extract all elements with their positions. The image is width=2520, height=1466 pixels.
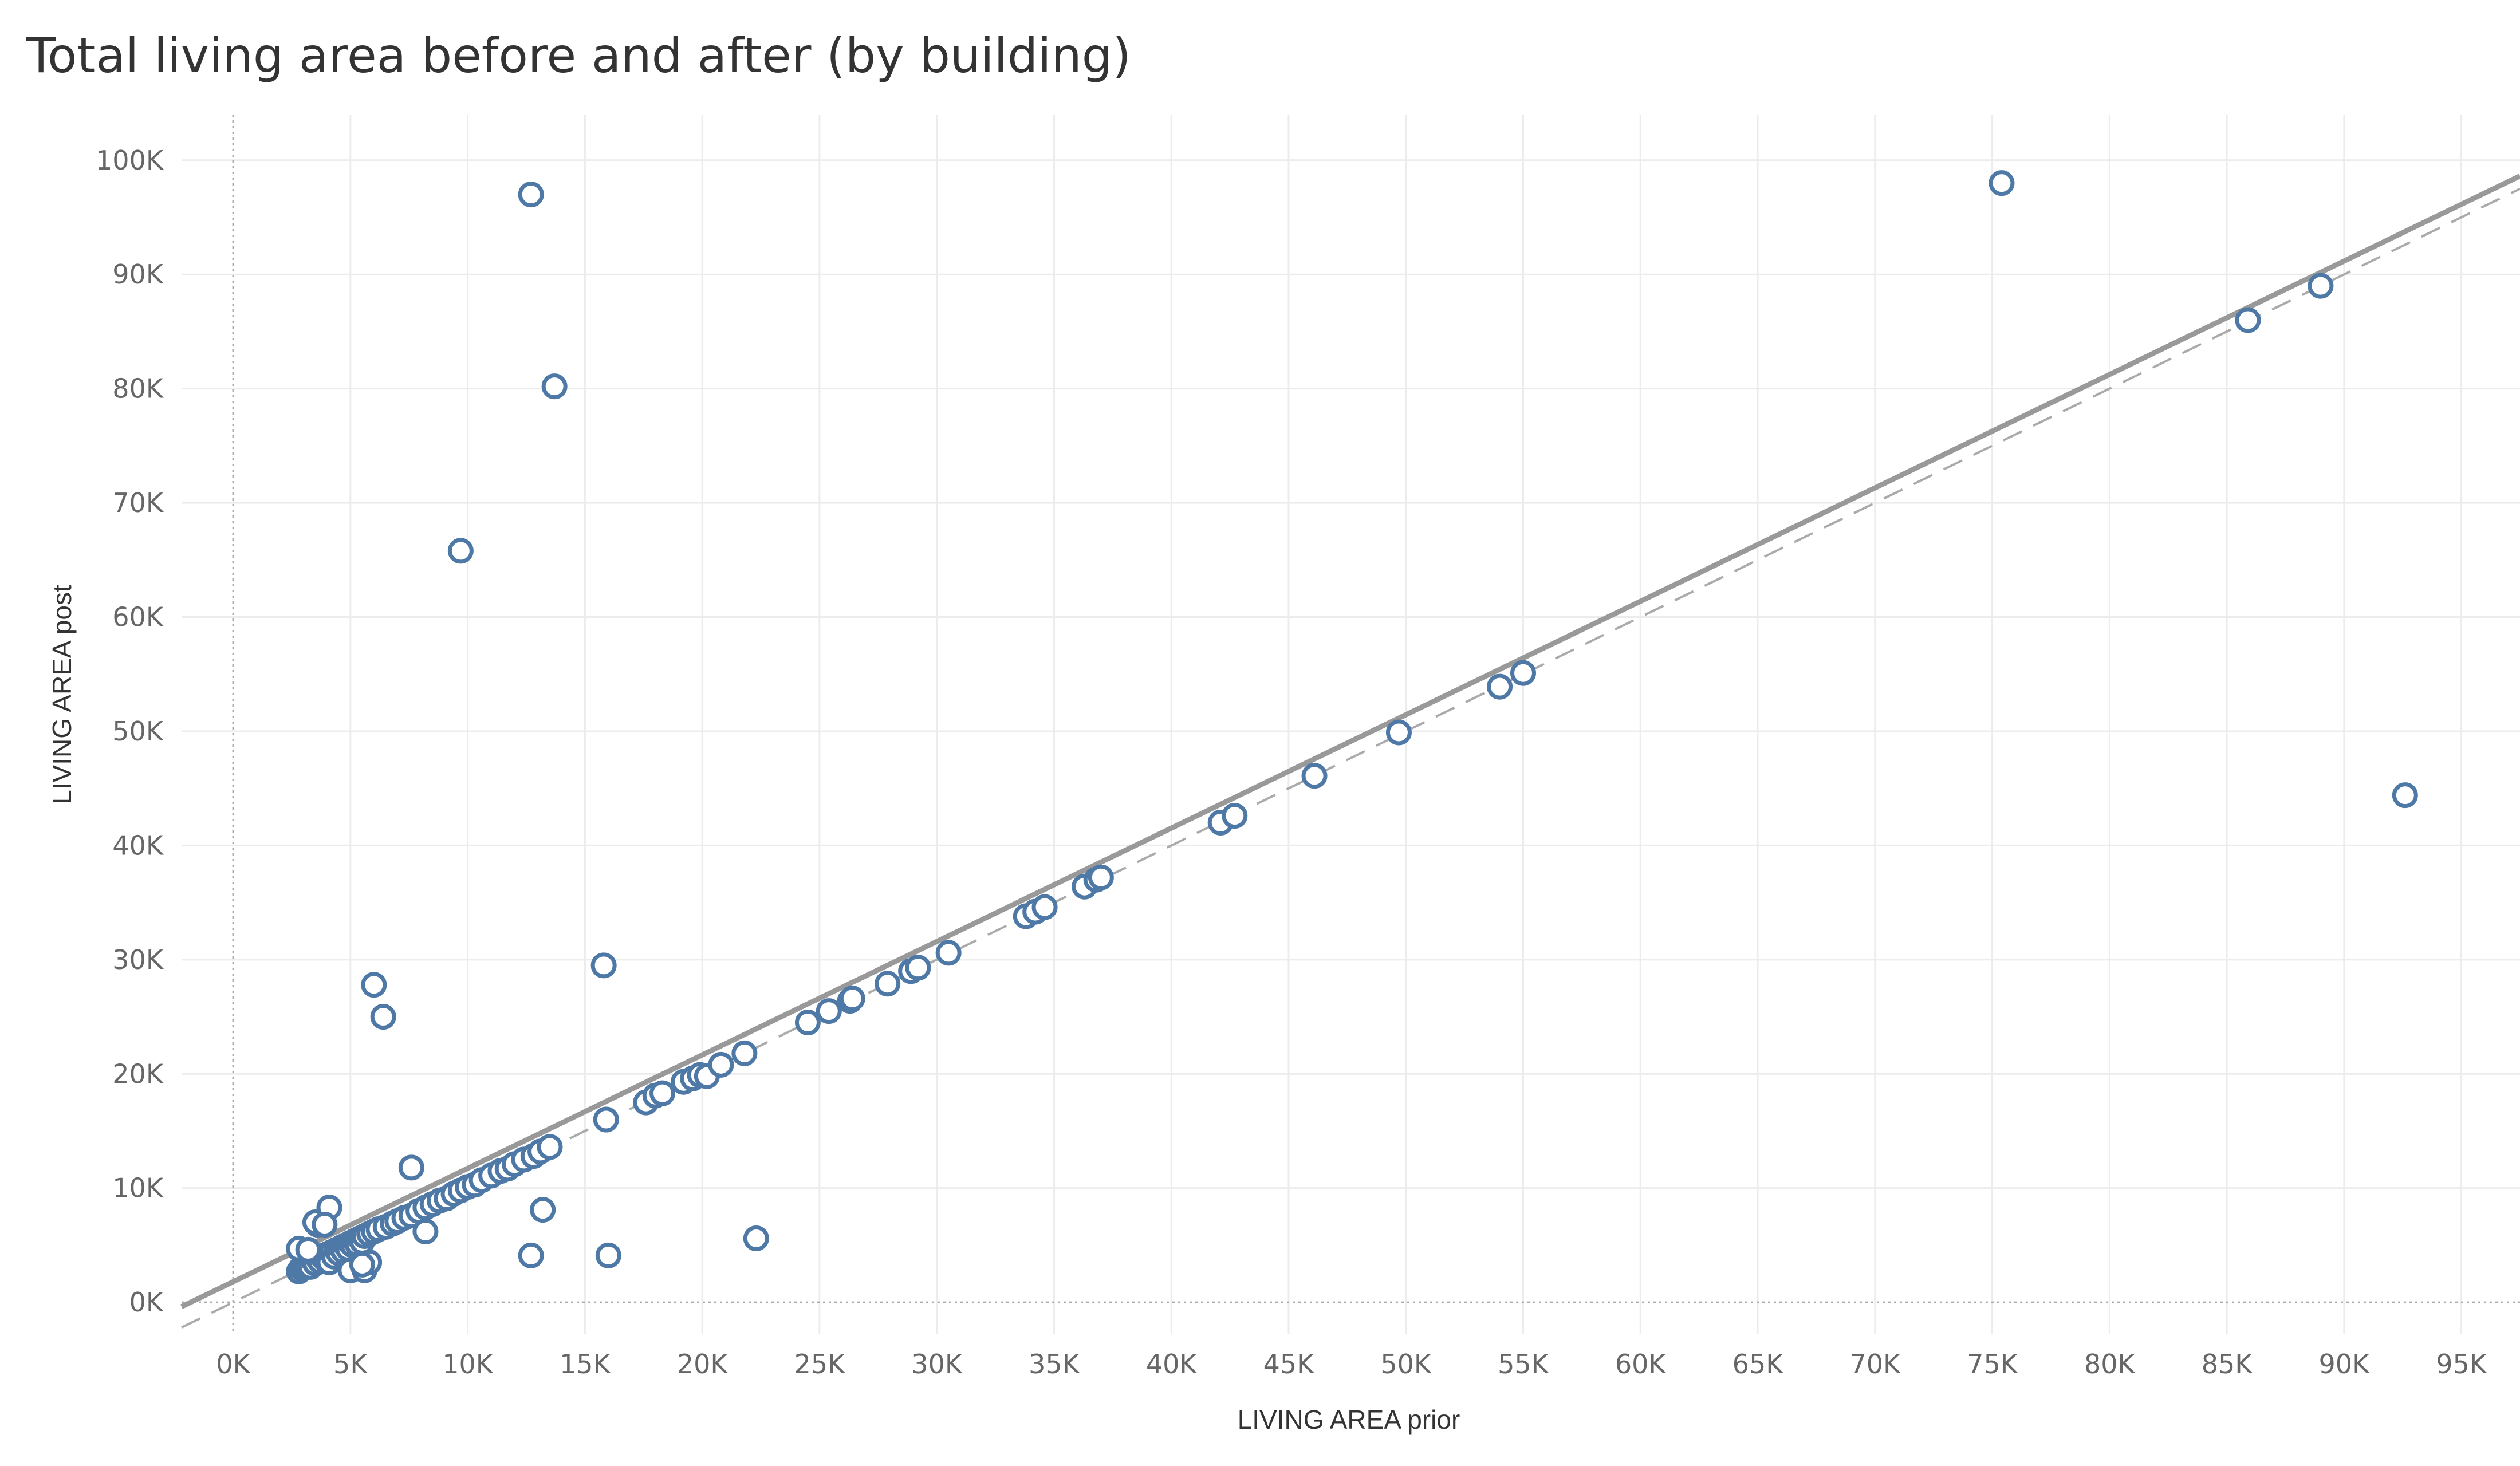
data-point xyxy=(595,1242,621,1268)
x-tick-label: 85K xyxy=(2202,1349,2254,1380)
x-tick-label: 15K xyxy=(560,1349,612,1380)
x-tick-label: 70K xyxy=(1849,1349,1901,1380)
data-point xyxy=(1222,803,1248,829)
x-axis-ticks: 0K 5K 10K 15K 20K 25K 30K 35K 40K 45K 50K 55K 60K 65K… xyxy=(216,1349,2487,1380)
y-tick-label: 40K xyxy=(112,830,164,861)
x-tick-label: 40K xyxy=(1146,1349,1198,1380)
data-point xyxy=(518,1242,544,1268)
data-point xyxy=(370,1004,396,1030)
data-point xyxy=(518,182,544,208)
x-tick-label: 75K xyxy=(1967,1349,2019,1380)
y-tick-label: 90K xyxy=(112,259,164,290)
data-point xyxy=(593,1106,619,1133)
data-point xyxy=(1088,864,1114,890)
data-point xyxy=(649,1080,676,1106)
data-point xyxy=(743,1225,769,1251)
x-tick-label: 45K xyxy=(1263,1349,1316,1380)
identity-line xyxy=(181,187,2520,1329)
data-point xyxy=(398,1154,424,1181)
x-tick-label: 50K xyxy=(1380,1349,1432,1380)
x-tick-label: 20K xyxy=(677,1349,729,1380)
data-point xyxy=(1989,170,2015,196)
data-point xyxy=(1487,673,1513,700)
trend-line-path xyxy=(180,174,2520,1309)
y-tick-label: 0K xyxy=(129,1287,164,1318)
data-point xyxy=(731,1040,758,1066)
x-tick-label: 60K xyxy=(1615,1349,1667,1380)
data-point xyxy=(2392,782,2418,809)
data-point xyxy=(447,538,474,564)
data-point xyxy=(794,1010,821,1036)
x-tick-label: 80K xyxy=(2084,1349,2136,1380)
data-point xyxy=(412,1219,439,1245)
data-point xyxy=(1031,894,1058,920)
data-point xyxy=(875,971,901,997)
y-tick-label: 10K xyxy=(112,1173,164,1204)
data-point xyxy=(2235,307,2261,333)
y-tick-label: 50K xyxy=(112,716,164,747)
y-axis-title: LIVING AREA post xyxy=(47,585,77,805)
x-tick-label: 10K xyxy=(442,1349,494,1380)
data-point xyxy=(530,1197,556,1223)
data-point xyxy=(1510,660,1537,686)
y-tick-label: 100K xyxy=(96,145,164,176)
zero-reference-lines xyxy=(182,115,2520,1334)
x-tick-label: 35K xyxy=(1029,1349,1081,1380)
data-point xyxy=(708,1051,734,1078)
y-tick-label: 20K xyxy=(112,1058,164,1089)
data-point xyxy=(312,1212,338,1238)
x-tick-label: 55K xyxy=(1498,1349,1550,1380)
y-tick-label: 30K xyxy=(112,944,164,975)
y-tick-label: 80K xyxy=(112,373,164,404)
x-axis-title: LIVING AREA prior xyxy=(1238,1405,1460,1435)
chart-title: Total living area before and after (by b… xyxy=(26,27,1131,84)
data-point xyxy=(349,1251,375,1278)
data-point xyxy=(839,986,865,1012)
y-axis-ticks: 0K 10K 20K 30K 40K 50K 60K 70K 80K 90K 100K xyxy=(96,145,164,1318)
data-point xyxy=(295,1236,321,1263)
x-tick-label: 0K xyxy=(216,1349,251,1380)
identity-reference-line xyxy=(181,187,2520,1329)
y-tick-label: 70K xyxy=(112,487,164,518)
data-point xyxy=(1385,719,1412,746)
x-tick-label: 5K xyxy=(333,1349,368,1380)
data-point xyxy=(2308,273,2334,299)
data-point xyxy=(541,373,568,400)
data-point xyxy=(905,955,931,981)
x-tick-label: 25K xyxy=(794,1349,846,1380)
x-tick-label: 95K xyxy=(2436,1349,2488,1380)
data-point xyxy=(361,972,387,998)
x-tick-label: 30K xyxy=(911,1349,963,1380)
data-point xyxy=(935,940,962,966)
y-tick-label: 60K xyxy=(112,602,164,633)
trend-line xyxy=(180,174,2520,1309)
x-tick-label: 90K xyxy=(2319,1349,2371,1380)
data-point xyxy=(590,952,617,979)
data-point xyxy=(537,1134,563,1160)
x-tick-label: 65K xyxy=(1732,1349,1785,1380)
data-point xyxy=(816,998,842,1024)
data-points xyxy=(286,170,2418,1284)
data-point xyxy=(1301,763,1328,789)
